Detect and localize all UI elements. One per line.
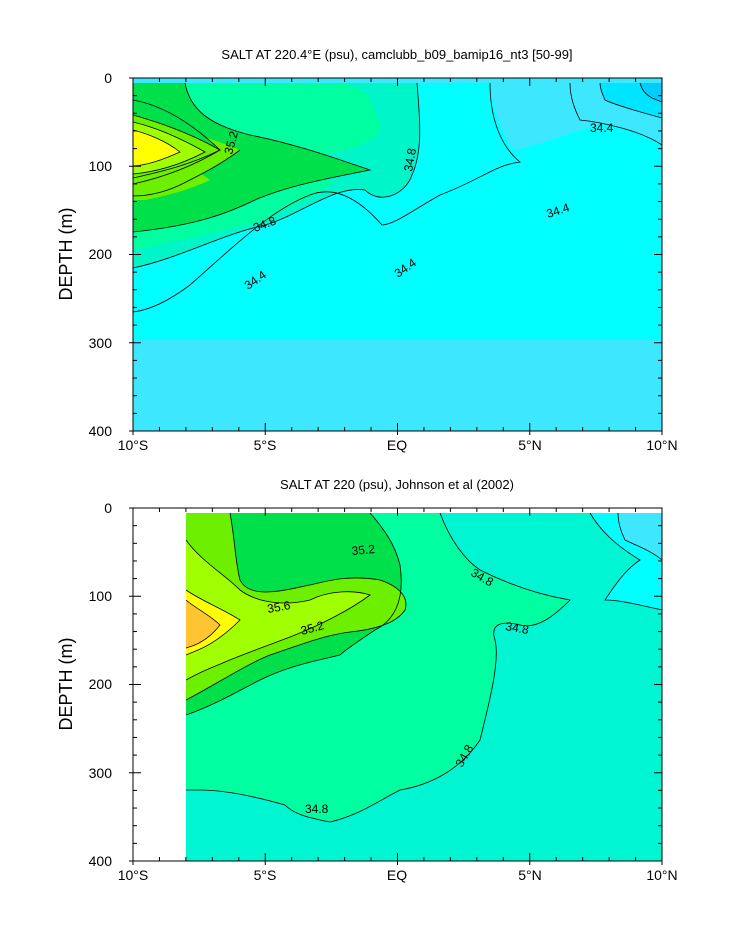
contour-line [133,82,372,233]
x-tick-label: EQ [387,867,407,883]
contour-label: 34.8 [305,802,329,816]
contour-line [185,589,241,656]
contour-label: 35.2 [221,129,241,155]
region-35.6 [186,540,370,680]
contour-label: 34.4 [545,200,572,221]
contour-line [133,129,181,167]
y-axis-title: DEPTH (m) [56,638,76,731]
y-tick-label: 400 [89,853,113,869]
contour-fill [133,78,662,431]
contour-line [186,512,571,823]
contour-line [639,82,662,103]
x-tick-label: EQ [387,437,407,453]
y-tick-label: 0 [104,500,112,516]
y-tick-label: 200 [89,246,113,262]
x-tick-label: 5°N [518,437,542,453]
chart-title: SALT AT 220 (psu), Johnson et al (2002) [280,477,514,492]
region-34.4 [618,513,662,560]
contour-line [133,114,221,185]
x-tick-label: 5°N [518,867,542,883]
y-axis-labels: 0 100 200 300 400 [89,500,113,869]
y-tick-label: 100 [89,588,113,604]
x-tick-label: 5°S [254,867,277,883]
y-tick-label: 0 [104,70,112,86]
contour-fill [185,512,662,861]
axis-ticks [129,507,663,865]
contour-label: 34.8 [401,147,419,173]
contour-line [133,82,421,269]
contour-line [133,82,521,313]
y-axis-title: DEPTH (m) [56,208,76,301]
contour-line [133,149,241,197]
x-axis-labels: 10°S 5°S EQ 5°N 10°N [118,437,678,453]
y-tick-label: 400 [89,423,113,439]
contour-label: 34.4 [590,121,614,135]
x-tick-label: 5°S [254,437,277,453]
contour-line [599,82,662,119]
contour-label: 35.2 [299,618,325,638]
x-tick-label: 10°N [646,437,677,453]
y-axis-labels: 0 100 200 300 400 [89,70,113,439]
region-36.0 [186,600,220,648]
x-tick-label: 10°S [118,437,149,453]
contour-label: 35.2 [351,542,376,558]
contour-line [589,512,662,611]
contour-line [185,512,407,701]
contour-line [569,82,662,146]
panel-observations: SALT AT 220 (psu), Johnson et al (2002) … [56,477,678,883]
x-tick-label: 10°N [646,867,677,883]
x-tick-label: 10°S [118,867,149,883]
chart-title: SALT AT 220.4°E (psu), camclubb_b09_bami… [221,47,572,62]
x-axis-labels: 10°S 5°S EQ 5°N 10°N [118,867,678,883]
y-tick-label: 300 [89,765,113,781]
contour-line [185,512,402,716]
contour-label: 35.6 [266,598,292,616]
contour-line [133,121,206,175]
region-33.8 [640,83,662,102]
region-35.0 [133,83,380,163]
y-tick-label: 300 [89,335,113,351]
contour-line [617,512,662,561]
y-tick-label: 200 [89,676,113,692]
region-35.2 [133,83,370,232]
axis-ticks [129,77,663,435]
contour-label: 34.8 [504,619,530,637]
region-35.8 [133,130,180,166]
contour-line [185,599,221,649]
panel-model: SALT AT 220.4°E (psu), camclubb_b09_bami… [56,47,678,453]
y-tick-label: 100 [89,158,113,174]
contour-line [185,539,371,681]
